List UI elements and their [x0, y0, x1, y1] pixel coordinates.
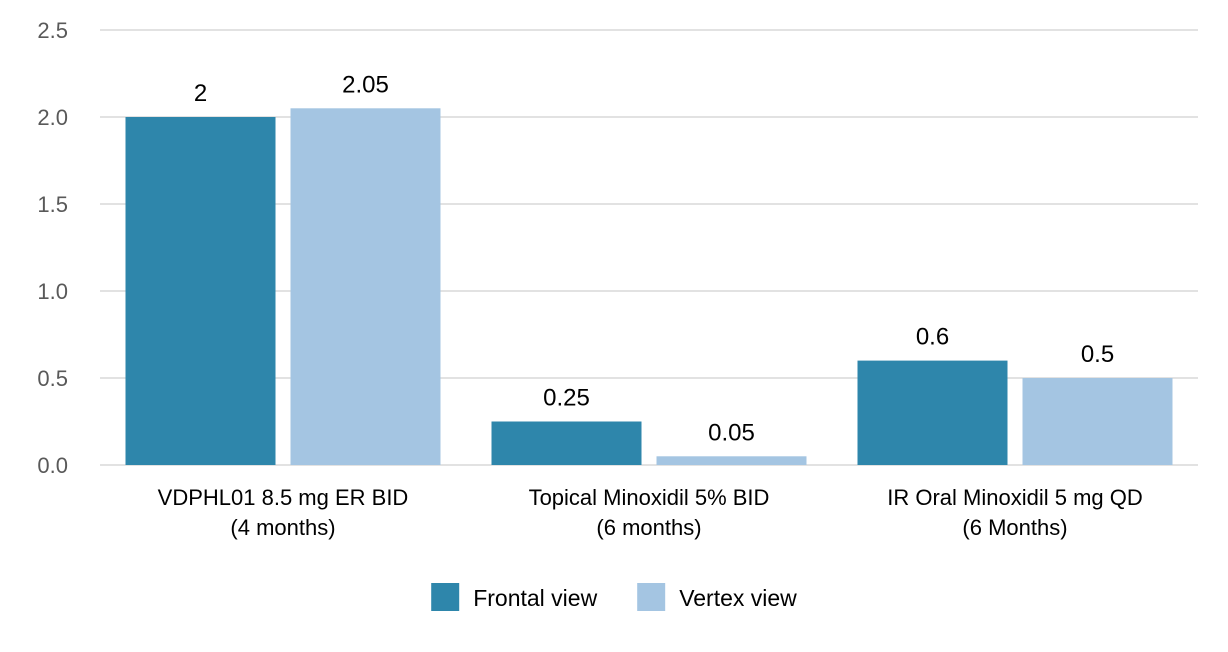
legend-label: Frontal view: [473, 585, 597, 611]
y-tick-label: 0.5: [37, 366, 68, 391]
data-labels: 2 2.05 0.25 0.05 0.6 0.5: [194, 71, 1114, 446]
y-tick-label: 2.0: [37, 105, 68, 130]
legend-label: Vertex view: [679, 585, 797, 611]
legend: Frontal view Vertex view: [431, 583, 797, 611]
data-label: 0.05: [708, 419, 755, 446]
y-axis-tick-labels: 0.0 0.5 1.0 1.5 2.0 2.5: [37, 18, 68, 478]
bar-frontal-view: [857, 360, 1008, 465]
x-category-label-line: Topical Minoxidil 5% BID: [529, 485, 770, 510]
x-category-label: Topical Minoxidil 5% BID (6 months): [529, 485, 770, 540]
bar-frontal-view: [491, 421, 642, 465]
bars: [125, 108, 1173, 466]
bar-vertex-view: [290, 108, 441, 466]
x-category-label-line: IR Oral Minoxidil 5 mg QD: [887, 485, 1143, 510]
bar-vertex-view: [1022, 378, 1173, 465]
x-category-label-line: (4 months): [230, 515, 335, 540]
x-axis-category-labels: VDPHL01 8.5 mg ER BID (4 months) Topical M…: [158, 485, 1143, 540]
bar-frontal-view: [125, 117, 276, 465]
x-category-label: IR Oral Minoxidil 5 mg QD (6 Months): [887, 485, 1143, 540]
data-label: 0.25: [543, 385, 590, 412]
x-category-label: VDPHL01 8.5 mg ER BID (4 months): [158, 485, 409, 540]
gridlines: [100, 29, 1198, 466]
data-label: 2.05: [342, 71, 389, 98]
y-tick-label: 1.5: [37, 192, 68, 217]
y-tick-label: 0.0: [37, 453, 68, 478]
legend-swatch: [637, 583, 666, 611]
x-category-label-line: (6 months): [596, 515, 701, 540]
legend-swatch: [431, 583, 460, 611]
x-category-label-line: VDPHL01 8.5 mg ER BID: [158, 485, 409, 510]
data-label: 0.6: [916, 324, 949, 351]
y-tick-label: 1.0: [37, 279, 68, 304]
bar-vertex-view: [656, 456, 807, 465]
data-label: 0.5: [1081, 341, 1114, 368]
y-tick-label: 2.5: [37, 18, 68, 43]
data-label: 2: [194, 80, 207, 107]
x-category-label-line: (6 Months): [962, 515, 1067, 540]
